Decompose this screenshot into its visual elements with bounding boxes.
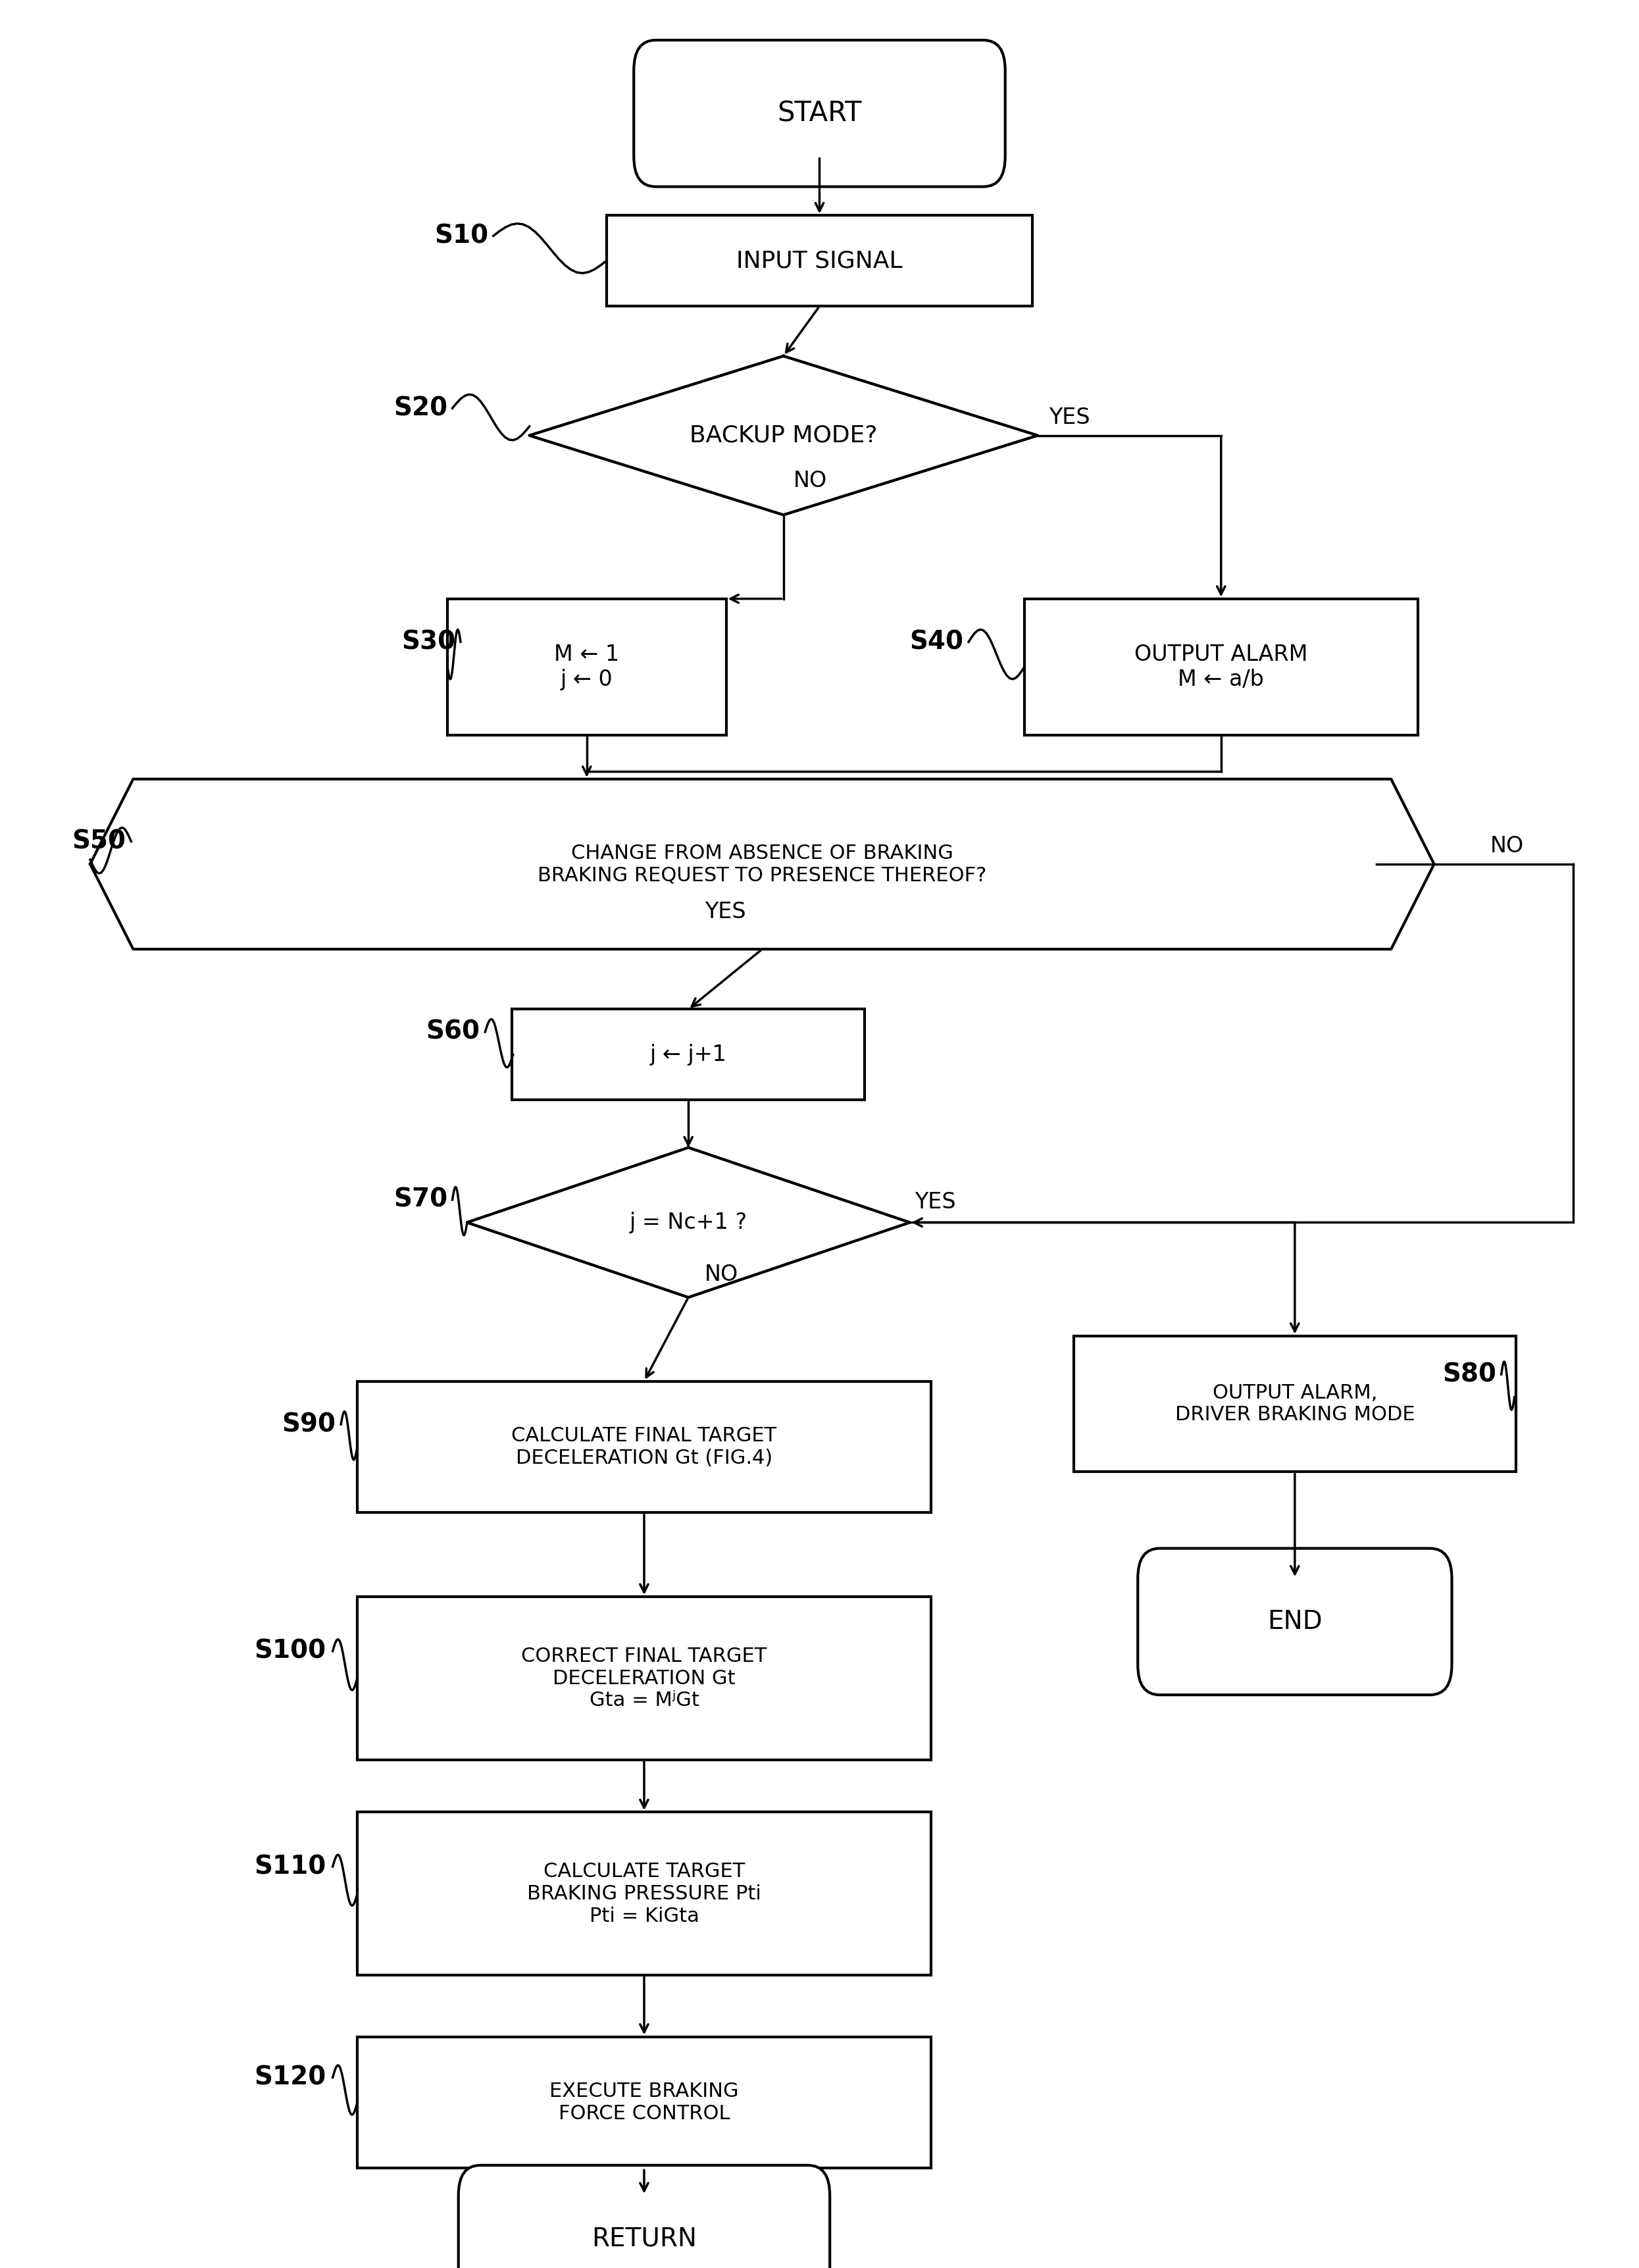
Text: CALCULATE TARGET
BRAKING PRESSURE Pti
Pti = KiGta: CALCULATE TARGET BRAKING PRESSURE Pti Pt… xyxy=(528,1862,760,1926)
Text: NO: NO xyxy=(1490,835,1524,857)
Text: YES: YES xyxy=(915,1191,956,1213)
FancyBboxPatch shape xyxy=(634,41,1005,186)
Text: CALCULATE FINAL TARGET
DECELERATION Gt (FIG.4): CALCULATE FINAL TARGET DECELERATION Gt (… xyxy=(511,1427,777,1467)
Text: j ← j+1: j ← j+1 xyxy=(651,1043,726,1066)
Text: S110: S110 xyxy=(254,1853,326,1880)
Bar xyxy=(606,215,1033,306)
Text: YES: YES xyxy=(705,900,746,923)
Text: RETURN: RETURN xyxy=(592,2225,697,2252)
Bar xyxy=(1074,1336,1516,1472)
Bar xyxy=(447,599,726,735)
FancyBboxPatch shape xyxy=(459,2166,829,2268)
Text: NO: NO xyxy=(793,469,828,492)
Text: INPUT SIGNAL: INPUT SIGNAL xyxy=(736,249,903,272)
Bar xyxy=(357,1597,931,1760)
Polygon shape xyxy=(529,356,1037,515)
Text: S120: S120 xyxy=(254,2064,326,2091)
Text: BACKUP MODE?: BACKUP MODE? xyxy=(690,424,877,447)
Text: S20: S20 xyxy=(393,395,447,422)
Polygon shape xyxy=(467,1148,910,1297)
Text: NO: NO xyxy=(705,1263,739,1286)
Bar xyxy=(357,1812,931,1975)
Text: S70: S70 xyxy=(393,1186,447,1213)
Text: OUTPUT ALARM
M ← a/b: OUTPUT ALARM M ← a/b xyxy=(1134,644,1308,689)
Text: S50: S50 xyxy=(72,828,126,855)
Text: CHANGE FROM ABSENCE OF BRAKING
BRAKING REQUEST TO PRESENCE THEREOF?: CHANGE FROM ABSENCE OF BRAKING BRAKING R… xyxy=(538,844,987,885)
Text: START: START xyxy=(777,100,862,127)
Text: j = Nc+1 ?: j = Nc+1 ? xyxy=(629,1211,747,1234)
FancyBboxPatch shape xyxy=(1137,1549,1452,1694)
Text: END: END xyxy=(1267,1608,1323,1635)
Text: S40: S40 xyxy=(910,628,964,655)
Text: S60: S60 xyxy=(426,1018,480,1046)
Polygon shape xyxy=(90,780,1434,948)
Text: YES: YES xyxy=(1049,406,1090,429)
Text: S90: S90 xyxy=(282,1411,336,1438)
Text: S10: S10 xyxy=(434,222,488,249)
Text: M ← 1
j ← 0: M ← 1 j ← 0 xyxy=(554,644,620,689)
Text: S30: S30 xyxy=(402,628,456,655)
Text: CORRECT FINAL TARGET
DECELERATION Gt
Gta = MʲGt: CORRECT FINAL TARGET DECELERATION Gt Gta… xyxy=(521,1647,767,1710)
Text: OUTPUT ALARM,
DRIVER BRAKING MODE: OUTPUT ALARM, DRIVER BRAKING MODE xyxy=(1175,1383,1414,1424)
Bar xyxy=(511,1009,865,1100)
Bar xyxy=(1024,599,1418,735)
Text: S100: S100 xyxy=(254,1637,326,1665)
Text: EXECUTE BRAKING
FORCE CONTROL: EXECUTE BRAKING FORCE CONTROL xyxy=(549,2082,739,2123)
Text: S80: S80 xyxy=(1442,1361,1496,1388)
Bar xyxy=(357,2037,931,2168)
Bar xyxy=(357,1381,931,1513)
